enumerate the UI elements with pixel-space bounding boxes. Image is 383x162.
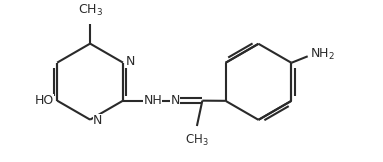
Text: NH: NH bbox=[143, 94, 162, 107]
Text: CH$_3$: CH$_3$ bbox=[185, 133, 209, 148]
Text: N: N bbox=[126, 55, 135, 68]
Text: HO: HO bbox=[35, 94, 54, 107]
Text: NH$_2$: NH$_2$ bbox=[310, 47, 335, 62]
Text: CH$_3$: CH$_3$ bbox=[77, 2, 103, 17]
Text: N: N bbox=[170, 94, 180, 107]
Text: N: N bbox=[93, 114, 102, 127]
